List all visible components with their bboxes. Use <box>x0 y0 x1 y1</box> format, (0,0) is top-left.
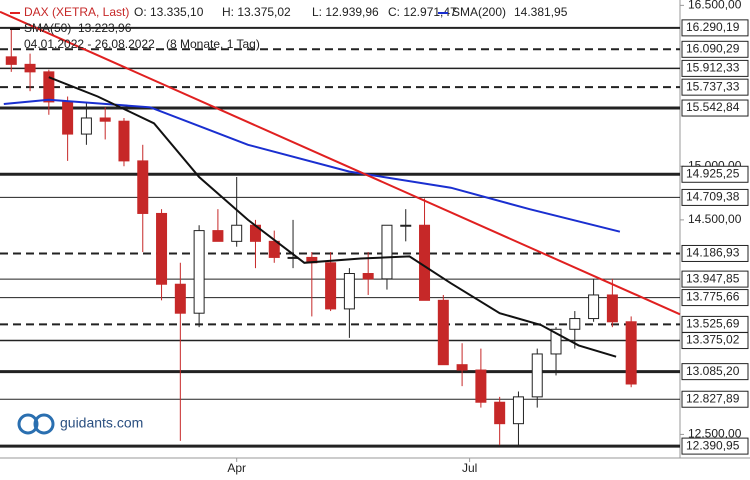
level-label: 13.525,69 <box>686 317 740 331</box>
level-label: 14.186,93 <box>686 246 740 260</box>
trend-line <box>0 10 681 316</box>
level-label-box <box>681 78 749 96</box>
logo <box>33 413 55 435</box>
sma-line <box>3 98 621 233</box>
legend-label: SMA(200) <box>452 5 506 19</box>
candle-body <box>381 224 393 280</box>
candle-body <box>362 273 374 280</box>
candle-body <box>569 318 581 330</box>
legend-label: SMA(50) <box>24 21 71 35</box>
legend-value: 14.381,95 <box>514 5 568 19</box>
candle-body <box>625 321 637 385</box>
candle-body <box>494 401 506 425</box>
level-label-box <box>681 270 749 288</box>
header: DAX (XETRA, Last) O: 13.335,10 H: 13.375… <box>10 5 568 51</box>
level-label-box <box>681 40 749 58</box>
title: DAX (XETRA, Last) <box>24 5 129 19</box>
ohlc-close: C: 12.971,47 <box>388 5 457 19</box>
level-label: 15.542,84 <box>686 100 740 114</box>
candle-body <box>99 117 111 122</box>
level-label: 16.290,19 <box>686 20 740 34</box>
candle-body <box>156 212 168 285</box>
level-label: 13.947,85 <box>686 271 740 285</box>
legend-value: 13.223,96 <box>78 21 132 35</box>
watermark-text: guidants.com <box>60 415 143 431</box>
level-label-box <box>681 289 749 307</box>
level-label-box <box>681 99 749 117</box>
y-tick-label: 12.500,00 <box>688 427 742 441</box>
x-tick-label: Jul <box>462 461 477 475</box>
candle-body <box>62 101 74 135</box>
y-tick-label: 16.500,00 <box>688 0 742 12</box>
candle-body <box>43 71 55 103</box>
candle-body <box>325 262 337 310</box>
level-label: 13.775,66 <box>686 290 740 304</box>
ohlc-open: O: 13.335,10 <box>134 5 204 19</box>
candle-body <box>606 294 618 323</box>
y-tick-label: 14.500,00 <box>688 212 742 226</box>
candle-body <box>437 299 449 366</box>
level-label: 12.827,89 <box>686 391 740 405</box>
level-label-box <box>681 165 749 183</box>
level-label-box <box>681 363 749 381</box>
ohlc-high: H: 13.375,02 <box>222 5 291 19</box>
logo <box>17 413 39 435</box>
level-label-box <box>681 390 749 408</box>
x-tick-label: Apr <box>227 461 246 475</box>
candle-body <box>137 160 149 214</box>
ohlc-low: L: 12.939,96 <box>312 5 379 19</box>
level-label: 16.090,29 <box>686 41 740 55</box>
candle-body <box>193 230 205 314</box>
candle-body <box>550 328 562 355</box>
candle-body <box>5 56 17 65</box>
candle-body <box>343 273 355 310</box>
level-label: 14.925,25 <box>686 166 740 180</box>
watermark: guidants.com <box>17 413 143 435</box>
period: 04.01.2022 - 26.08.2022 <box>24 37 155 51</box>
sma-line <box>48 76 617 358</box>
level-label-box <box>681 244 749 262</box>
period-note: (8 Monate, 1 Tag) <box>166 37 260 51</box>
candle-body <box>400 224 412 227</box>
level-label: 15.737,33 <box>686 79 740 93</box>
candle-body <box>456 364 468 371</box>
candle-body <box>174 283 186 314</box>
candle-body <box>80 117 92 135</box>
level-label: 14.709,38 <box>686 190 740 204</box>
level-label-box <box>681 19 749 37</box>
level-label: 13.085,20 <box>686 364 740 378</box>
candle-body <box>475 369 487 403</box>
candle-body <box>118 120 130 162</box>
candle-body <box>231 224 243 242</box>
level-label-box <box>681 188 749 206</box>
level-label: 13.375,02 <box>686 333 740 347</box>
level-label: 15.912,33 <box>686 61 740 75</box>
candle-body <box>512 396 524 425</box>
candle-body <box>531 353 543 398</box>
candle-body <box>588 294 600 320</box>
candle-body <box>268 240 280 258</box>
level-label-box <box>681 332 749 350</box>
candle-body <box>24 63 36 73</box>
candle-body <box>212 230 224 242</box>
level-label-box <box>681 437 749 455</box>
level-label-box <box>681 59 749 77</box>
level-label: 12.390,95 <box>686 438 740 452</box>
